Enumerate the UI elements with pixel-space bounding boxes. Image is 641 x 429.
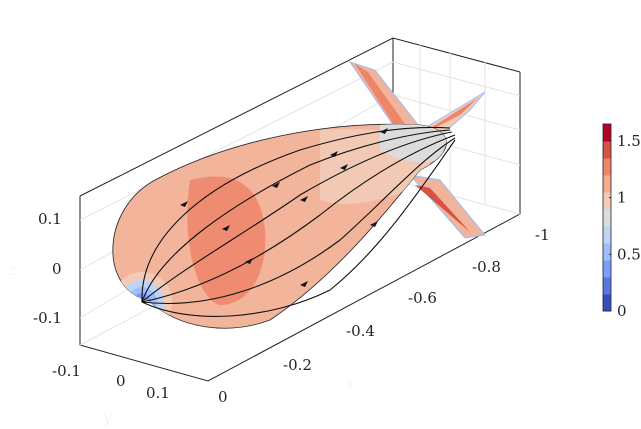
colorbar-level xyxy=(603,243,611,261)
colorbar-level xyxy=(603,294,611,312)
colorbar-level xyxy=(603,124,611,142)
colorbar-level xyxy=(603,192,611,210)
colorbar-tick-label: 0 xyxy=(617,302,627,320)
colorbar-level xyxy=(603,175,611,193)
y-tick: 0.1 xyxy=(146,384,170,402)
z-axis-label: z xyxy=(7,260,17,279)
colorbar-tick-label: 0.5 xyxy=(617,245,641,263)
colorbar-level xyxy=(603,260,611,278)
colorbar-frame xyxy=(602,123,612,312)
colorbar-tick-label: 1 xyxy=(617,189,627,207)
y-tick: 0 xyxy=(116,372,126,390)
streamline-arrows xyxy=(180,128,388,287)
x-tick: -0.6 xyxy=(408,289,437,307)
y-tick: -0.1 xyxy=(52,362,81,380)
colorbar-level xyxy=(603,158,611,176)
x-tick: -0.8 xyxy=(472,258,501,276)
z-tick-labels: 0.1 0 -0.1 xyxy=(33,210,62,327)
y-axis-label: y xyxy=(102,407,113,426)
z-tick: 0 xyxy=(52,260,62,278)
z-tick: -0.1 xyxy=(33,309,62,327)
x-tick: -1 xyxy=(535,226,550,244)
x-tick: 0 xyxy=(218,388,228,406)
x-tick-labels: 0 -0.2 -0.4 -0.6 -0.8 -1 xyxy=(218,226,550,406)
body-surface xyxy=(112,123,447,329)
x-tick: -0.4 xyxy=(346,322,375,340)
x-axis-label: x xyxy=(345,373,354,392)
colorbar-level xyxy=(603,277,611,295)
streamlines xyxy=(141,126,456,317)
colorbar: 0 0.5 1 1.5 xyxy=(602,123,641,320)
colorbar-tick-label: 1.5 xyxy=(617,132,641,150)
z-tick: 0.1 xyxy=(38,210,62,228)
colorbar-level xyxy=(603,209,611,227)
colorbar-level xyxy=(603,141,611,159)
colorbar-level xyxy=(603,226,611,244)
x-tick: -0.2 xyxy=(283,356,312,374)
y-tick-labels: -0.1 0 0.1 xyxy=(52,362,170,402)
